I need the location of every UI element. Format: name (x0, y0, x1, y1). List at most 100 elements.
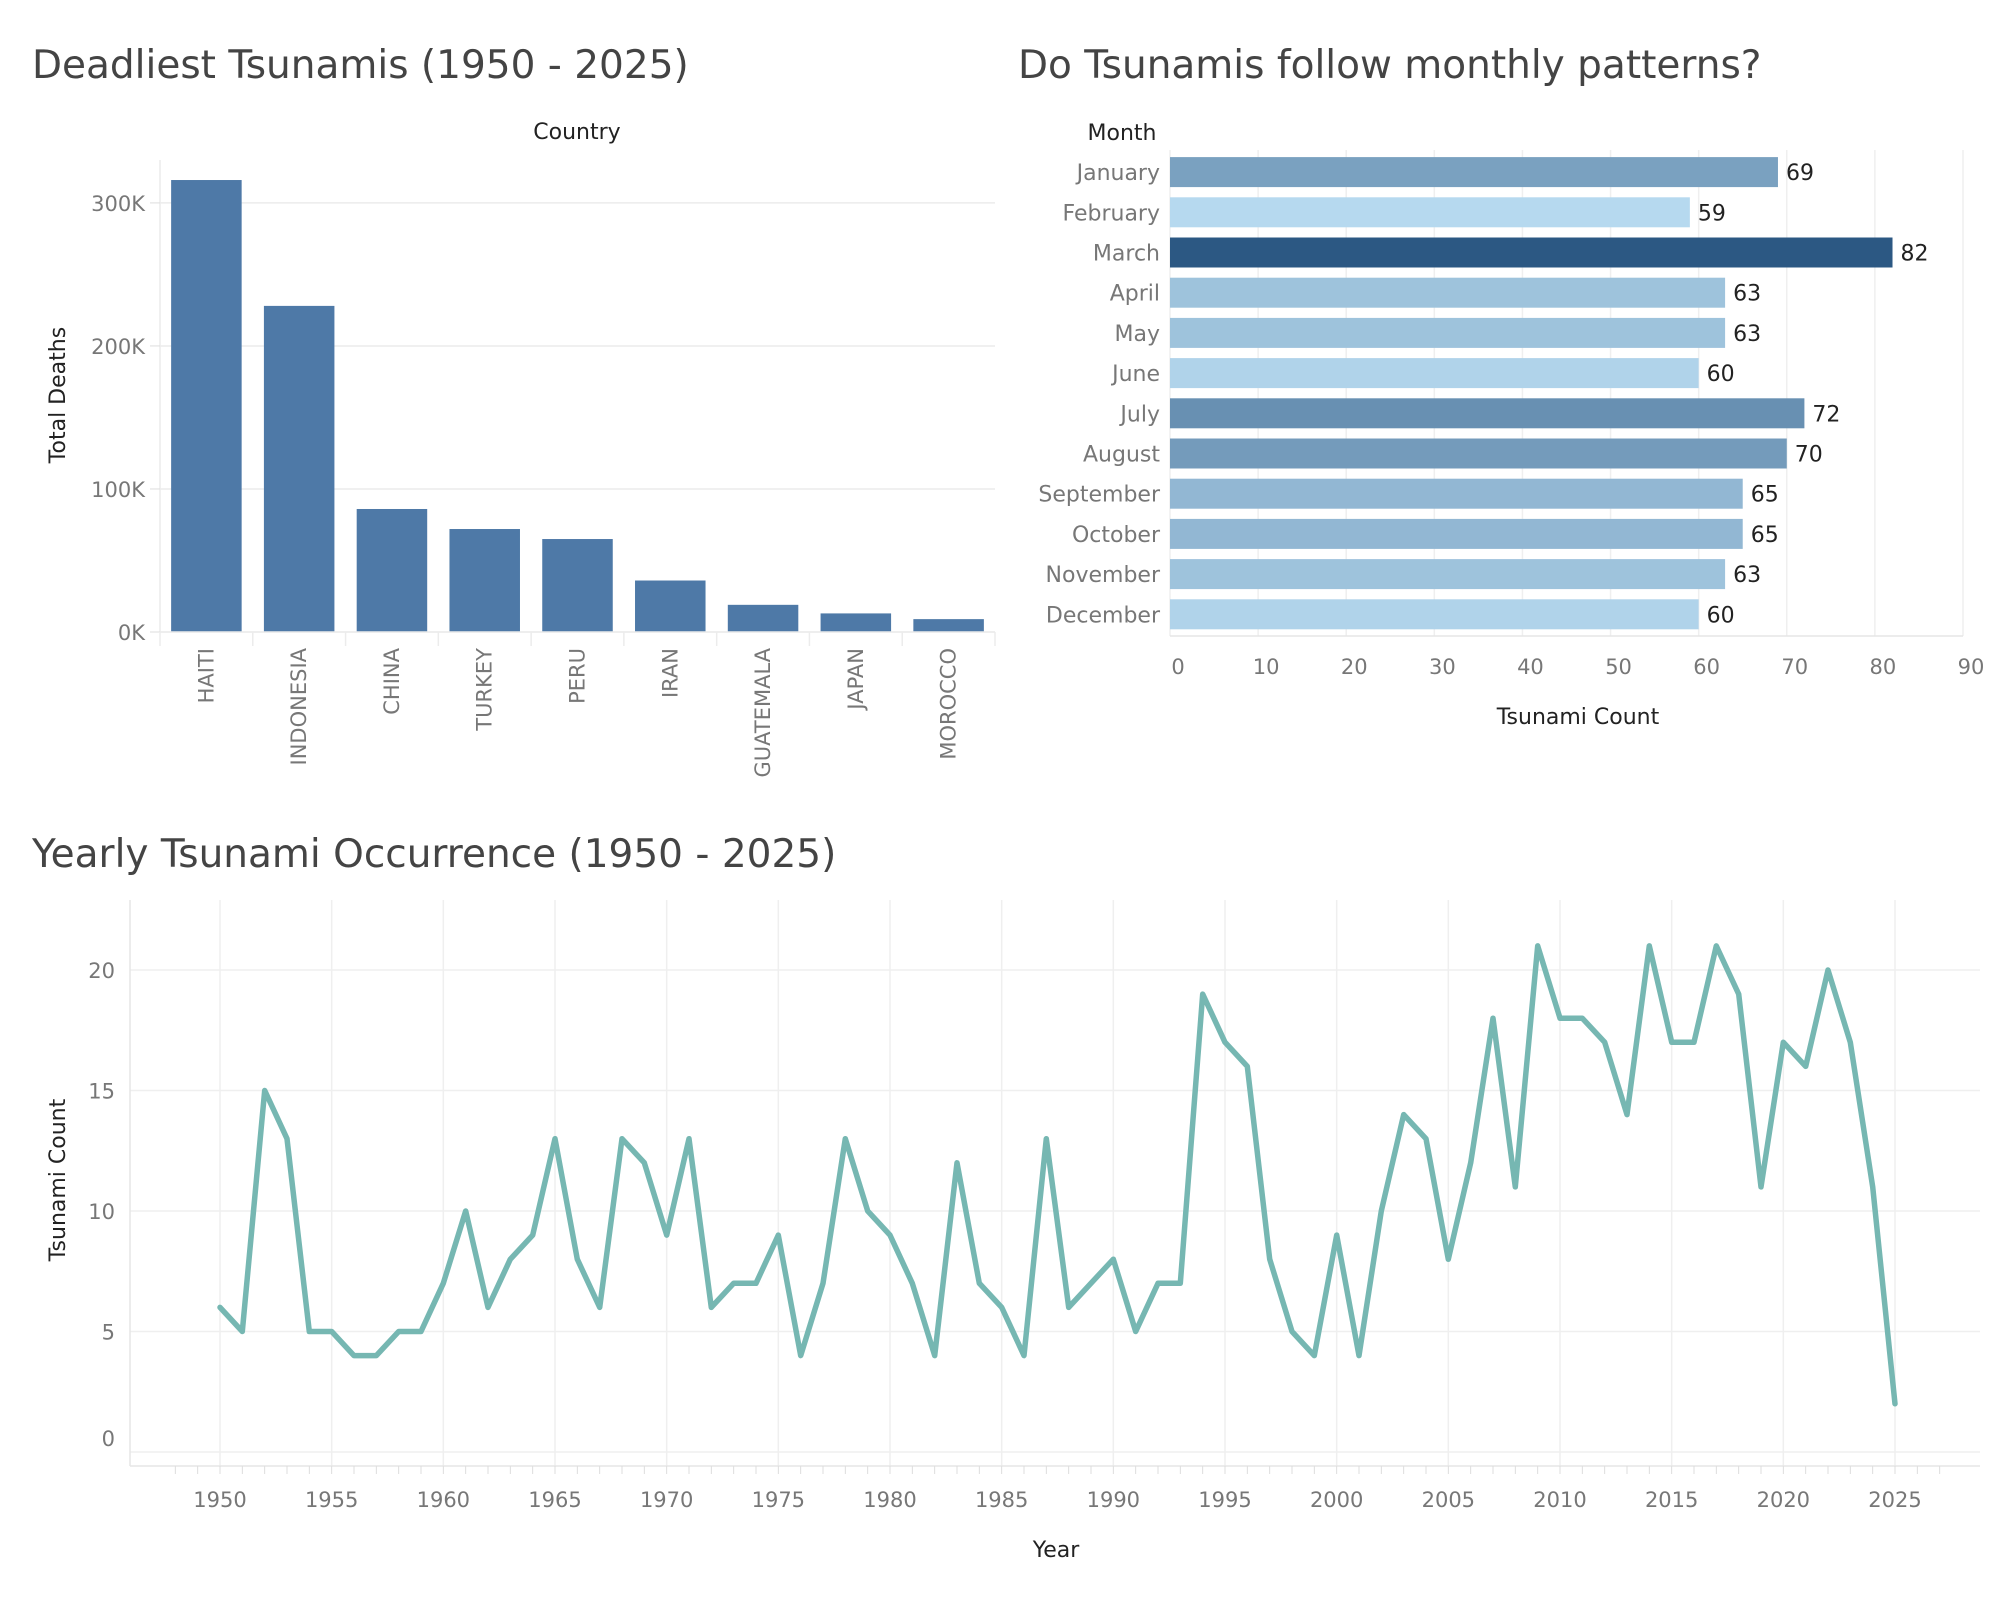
yearly-x-tick-label: 1995 (1198, 1488, 1251, 1512)
monthly-category-label: October (1072, 523, 1161, 548)
monthly-bar-chart: Month Tsunami Count 69 59 82 63 63 60 72 70 65 65… (1038, 121, 1984, 730)
yearly-x-tick-label: 2010 (1533, 1488, 1586, 1512)
monthly-bar (1170, 478, 1743, 509)
monthly-bar (1170, 237, 1893, 268)
yearly-x-tick-label: 1970 (640, 1488, 693, 1512)
yearly-x-tick-label: 1965 (528, 1488, 581, 1512)
deaths-x-tick-label: TURKEY (473, 648, 497, 732)
deaths-x-tick-label: PERU (566, 648, 590, 704)
monthly-category-label: May (1115, 322, 1160, 347)
monthly-category-label: August (1083, 443, 1160, 468)
monthly-bar (1170, 438, 1787, 469)
yearly-x-tick-label: 2020 (1757, 1488, 1810, 1512)
monthly-category-label: June (1110, 362, 1160, 387)
monthly-category-label: February (1063, 201, 1161, 226)
monthly-x-tick-label: 0 (1171, 655, 1184, 679)
monthly-category-label: September (1038, 483, 1161, 508)
deaths-bar (171, 180, 242, 633)
deaths-x-tick-label: JAPAN (844, 648, 868, 712)
deaths-bar (542, 539, 613, 632)
deaths-bar (820, 613, 892, 632)
yearly-x-tick-label: 1955 (305, 1488, 358, 1512)
monthly-data-label: 63 (1733, 322, 1761, 347)
monthly-x-tick-label: 80 (1870, 655, 1897, 679)
deaths-x-tick-label: HAITI (194, 648, 218, 703)
yearly-y-tick-label: 10 (88, 1200, 115, 1224)
monthly-category-label: July (1118, 402, 1160, 427)
monthly-bar (1170, 157, 1778, 188)
yearly-x-tick-label: 2015 (1645, 1488, 1698, 1512)
yearly-x-tick-label: 1960 (417, 1488, 470, 1512)
monthly-x-tick-label: 50 (1605, 655, 1632, 679)
monthly-x-tick-label: 20 (1341, 655, 1368, 679)
chart-title-deaths: Deadliest Tsunamis (1950 - 2025) (32, 43, 689, 88)
yearly-x-tick-label: 2005 (1422, 1488, 1475, 1512)
deaths-bar (449, 529, 520, 632)
monthly-data-label: 69 (1786, 161, 1814, 186)
monthly-category-label: January (1075, 161, 1160, 186)
yearly-x-tick-label: 2000 (1310, 1488, 1363, 1512)
yearly-x-tick-label: 1980 (863, 1488, 916, 1512)
monthly-data-label: 60 (1707, 362, 1735, 387)
monthly-bar (1170, 559, 1726, 590)
monthly-data-label: 65 (1751, 523, 1779, 548)
yearly-y-tick-label: 0 (102, 1427, 115, 1451)
monthly-bar (1170, 317, 1726, 348)
yearly-y-tick-label: 5 (102, 1321, 115, 1345)
deaths-bar (356, 508, 428, 632)
deaths-x-tick-label: INDONESIA (287, 647, 311, 765)
deaths-y-tick-label: 100K (91, 478, 146, 502)
monthly-bar (1170, 197, 1690, 228)
yearly-x-tick-label: 1985 (975, 1488, 1028, 1512)
monthly-data-label: 60 (1707, 603, 1735, 628)
yearly-x-axis-title: Year (1032, 1538, 1081, 1563)
deaths-x-tick-label: MOROCCO (937, 648, 961, 760)
yearly-x-tick-label: 1990 (1087, 1488, 1140, 1512)
monthly-x-tick-label: 90 (1958, 655, 1985, 679)
deaths-y-axis-title: Total Deaths (46, 327, 71, 464)
chart-title-yearly: Yearly Tsunami Occurrence (1950 - 2025) (31, 832, 836, 877)
monthly-data-label: 82 (1901, 242, 1929, 267)
yearly-y-tick-label: 20 (88, 959, 115, 983)
monthly-x-tick-label: 70 (1781, 655, 1808, 679)
monthly-bar (1170, 599, 1699, 630)
monthly-category-label: March (1093, 242, 1160, 267)
deaths-y-tick-label: 0K (118, 621, 146, 645)
deaths-x-axis-title: Country (533, 120, 620, 145)
monthly-data-label: 70 (1795, 443, 1823, 468)
deaths-x-tick-label: GUATEMALA (751, 647, 775, 777)
chart-title-monthly: Do Tsunamis follow monthly patterns? (1018, 43, 1761, 88)
monthly-x-tick-label: 40 (1517, 655, 1544, 679)
monthly-x-tick-label: 60 (1693, 655, 1720, 679)
yearly-y-axis-title: Tsunami Count (46, 1098, 71, 1262)
deaths-bar (913, 619, 984, 632)
monthly-data-label: 72 (1812, 402, 1840, 427)
deaths-y-tick-label: 300K (91, 192, 146, 216)
monthly-x-axis-title: Tsunami Count (1496, 705, 1660, 730)
monthly-data-label: 63 (1733, 282, 1761, 307)
monthly-data-label: 65 (1751, 483, 1779, 508)
yearly-x-tick-label: 1975 (752, 1488, 805, 1512)
deaths-x-tick-label: CHINA (380, 647, 404, 714)
monthly-data-label: 63 (1733, 563, 1761, 588)
monthly-data-label: 59 (1698, 201, 1726, 226)
deaths-x-tick-label: IRAN (658, 648, 682, 698)
monthly-category-label: December (1046, 603, 1161, 628)
yearly-x-tick-label: 1950 (193, 1488, 246, 1512)
monthly-x-tick-label: 10 (1253, 655, 1280, 679)
yearly-line-chart: Year Tsunami Count 1950 1955 1960 1965 1970 1… (46, 900, 1980, 1563)
monthly-bar (1170, 277, 1726, 308)
yearly-x-tick-label: 2025 (1868, 1488, 1921, 1512)
deaths-bar (263, 305, 335, 632)
monthly-x-tick-label: 30 (1429, 655, 1456, 679)
deaths-bar-chart: Country Total Deaths 0K 100K 200K 300K HAIT… (46, 120, 996, 778)
deaths-bar (635, 580, 706, 632)
monthly-bar (1170, 358, 1699, 389)
deaths-bar (727, 604, 799, 632)
monthly-y-axis-title: Month (1088, 121, 1157, 146)
yearly-series-line (217, 943, 1898, 1407)
monthly-bar (1170, 398, 1805, 429)
deaths-y-tick-label: 200K (91, 335, 146, 359)
